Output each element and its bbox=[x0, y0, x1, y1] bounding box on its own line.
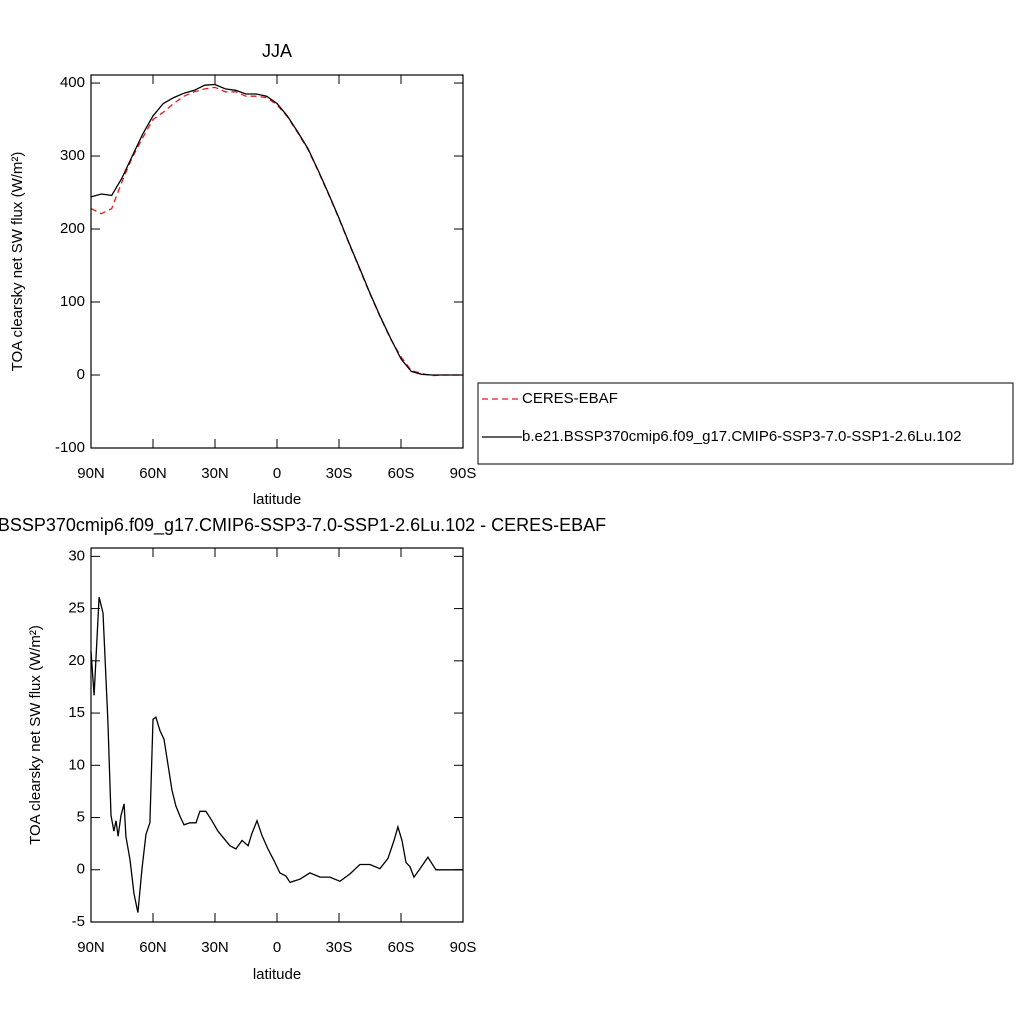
x-tick-label: 30S bbox=[326, 465, 353, 482]
y-axis-label: TOA clearsky net SW flux (W/m²) bbox=[27, 625, 44, 845]
y-tick-label: 30 bbox=[68, 547, 85, 564]
data-line bbox=[90, 596, 463, 913]
x-axis-label: latitude bbox=[253, 491, 301, 508]
legend-box bbox=[477, 382, 1014, 465]
x-axis-label: latitude bbox=[253, 966, 301, 983]
y-axis-label: TOA clearsky net SW flux (W/m²) bbox=[9, 152, 26, 372]
x-tick-label: 90S bbox=[450, 465, 477, 482]
chart-title: JJA bbox=[262, 41, 292, 61]
x-tick-label: 30N bbox=[201, 465, 229, 482]
data-line bbox=[90, 83, 463, 376]
x-tick-label: 90N bbox=[77, 465, 105, 482]
x-tick-label: 30S bbox=[326, 939, 353, 956]
legend-label: CERES-EBAF bbox=[522, 390, 618, 407]
y-tick-label: 20 bbox=[68, 652, 85, 669]
legend-label: b.e21.BSSP370cmip6.f09_g17.CMIP6-SSP3-7.… bbox=[522, 428, 961, 445]
plot-frame bbox=[90, 547, 464, 923]
x-tick-label: 60N bbox=[139, 939, 167, 956]
y-tick-label: 0 bbox=[77, 861, 85, 878]
y-tick-label: 25 bbox=[68, 600, 85, 617]
x-tick-label: 90N bbox=[77, 939, 105, 956]
y-tick-label: 0 bbox=[77, 366, 85, 383]
x-tick-label: 60S bbox=[388, 939, 415, 956]
x-tick-label: 0 bbox=[273, 465, 281, 482]
y-tick-label: 15 bbox=[68, 704, 85, 721]
y-tick-label: 200 bbox=[60, 220, 85, 237]
y-tick-label: 400 bbox=[60, 74, 85, 91]
x-tick-label: 60S bbox=[388, 465, 415, 482]
x-tick-label: 0 bbox=[273, 939, 281, 956]
y-tick-label: 5 bbox=[77, 808, 85, 825]
y-tick-label: 100 bbox=[60, 293, 85, 310]
data-line bbox=[90, 86, 463, 377]
y-tick-label: 300 bbox=[60, 147, 85, 164]
x-tick-label: 30N bbox=[201, 939, 229, 956]
chart-title: b.e21.BSSP370cmip6.f09_g17.CMIP6-SSP3-7.… bbox=[0, 515, 606, 536]
y-tick-label: -100 bbox=[55, 439, 85, 456]
x-tick-label: 90S bbox=[450, 939, 477, 956]
plot-frame bbox=[90, 74, 464, 449]
y-tick-label: 10 bbox=[68, 756, 85, 773]
y-tick-label: -5 bbox=[72, 913, 85, 930]
x-tick-label: 60N bbox=[139, 465, 167, 482]
